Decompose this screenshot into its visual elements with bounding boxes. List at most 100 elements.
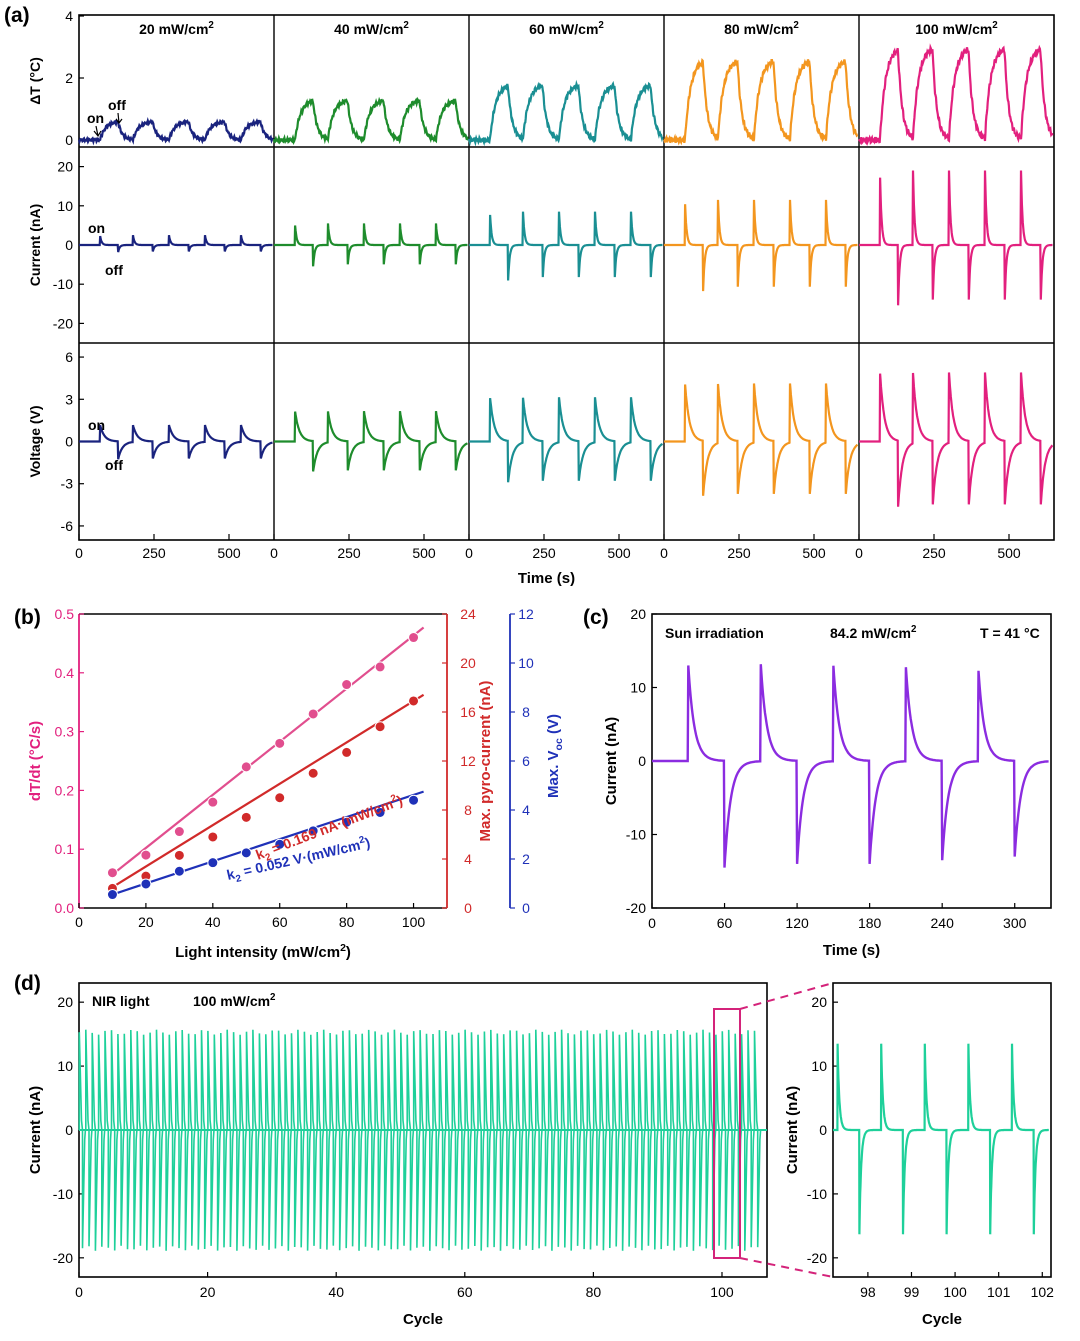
panel-c-ytick-label: -10 xyxy=(626,827,646,843)
panel-b-point-voc xyxy=(173,865,185,877)
panel-b-point-voc xyxy=(140,878,152,890)
panel-c-current-series xyxy=(652,664,1049,868)
panel-b-xtick-label: 40 xyxy=(205,914,221,930)
panel-d-inset-ytick-label: 10 xyxy=(811,1058,827,1074)
panel-c-ytick-label: 20 xyxy=(630,606,646,622)
panel-a-voltage-series-4 xyxy=(664,383,859,496)
panel-b-xtick-label: 100 xyxy=(402,914,426,930)
panel-b-point-voc xyxy=(341,816,353,828)
panel-a-ytick-label: -20 xyxy=(53,315,73,331)
panel-a-ytick-label: -6 xyxy=(61,518,74,534)
panel-a-intensity-label: 60 mW/cm2​ xyxy=(529,20,604,37)
panel-b-point-pyrocurrent xyxy=(240,811,252,823)
panel-b-fit-line-voc xyxy=(112,790,424,896)
panel-a-xtick-label: 0 xyxy=(855,545,863,561)
panel-a-ytick-label: 0 xyxy=(65,237,73,253)
panel-d-inset-xtick-label: 101 xyxy=(987,1284,1011,1300)
panel-c-xtick-label: 300 xyxy=(1003,915,1027,931)
panel-a-ylabel-3: Voltage (V) xyxy=(27,405,43,477)
panel-a-xtick-label: 0 xyxy=(270,545,278,561)
panel-b-ytick-right1-label: 0 xyxy=(464,900,472,916)
panel-c-xtick-label: 60 xyxy=(717,915,733,931)
panel-a-off-label: off xyxy=(108,97,126,113)
panel-d-inset-ylabel: Current (nA) xyxy=(784,1086,801,1174)
panel-b-point-voc xyxy=(274,838,286,850)
panel-a-intensity-label: 20 mW/cm2​ xyxy=(139,20,214,37)
panel-b-point-dtdt xyxy=(408,632,420,644)
panel-a-temp-series-1 xyxy=(77,116,274,146)
panel-a-on-label-3: on xyxy=(88,417,105,433)
panel-c-ylabel: Current (nA) xyxy=(603,717,620,805)
panel-d-inset-xtick-label: 99 xyxy=(904,1284,920,1300)
panel-d-ylabel: Current (nA) xyxy=(27,1086,44,1174)
panel-a-xtick-label: 250 xyxy=(922,545,946,561)
panel-a-xtick-label: 0 xyxy=(75,545,83,561)
panel-a-intensity-label: 100 mW/cm2​ xyxy=(915,20,998,37)
panel-b-ytick-left-label: 0.2 xyxy=(55,782,75,798)
panel-b-point-dtdt xyxy=(307,708,319,720)
panel-a-on-label-2: on xyxy=(88,220,105,236)
panel-c-xtick-label: 0 xyxy=(648,915,656,931)
panel-a-ytick-label: 20 xyxy=(57,159,73,175)
panel-b-ytick-right1-label: 20 xyxy=(460,655,476,671)
panel-b-xtick-label: 60 xyxy=(272,914,288,930)
panel-d-ytick-label: -10 xyxy=(53,1186,73,1202)
panel-a-ytick-label: 4 xyxy=(65,8,73,24)
panel-d-ytick-label: 0 xyxy=(65,1122,73,1138)
panel-a-ytick-label: 2 xyxy=(65,70,73,86)
panel-c-temp-label: T = 41 °C xyxy=(980,625,1040,641)
panel-a-ytick-label: 3 xyxy=(65,391,73,407)
panel-a-xtick-label: 250 xyxy=(532,545,556,561)
panel-c-xtick-label: 180 xyxy=(858,915,882,931)
panel-a-voltage-series-3 xyxy=(469,397,664,483)
panel-a-xtick-label: 500 xyxy=(997,545,1021,561)
panel-c-xtick-label: 120 xyxy=(785,915,809,931)
panel-a-ytick-label: -10 xyxy=(53,276,73,292)
panel-b-ytick-left-label: 0.1 xyxy=(55,841,75,857)
panel-b-point-dtdt xyxy=(341,679,353,691)
panel-d-xtick-label: 100 xyxy=(710,1284,734,1300)
panel-b-point-dtdt xyxy=(274,737,286,749)
panel-a-off-label-3: off xyxy=(105,457,123,473)
panel-d-xtick-label: 80 xyxy=(586,1284,602,1300)
panel-a-voltage-series-1 xyxy=(79,424,273,460)
panel-d-inset-ytick-label: 20 xyxy=(811,994,827,1010)
panel-a-xtick-label: 500 xyxy=(412,545,436,561)
panel-label-a: (a) xyxy=(4,4,30,27)
panel-a-voltage-series-5 xyxy=(859,372,1054,507)
panel-a-xtick-label: 500 xyxy=(607,545,631,561)
panel-c-xtick-label: 240 xyxy=(931,915,955,931)
panel-b-ytick-right2-label: 2 xyxy=(522,851,530,867)
panel-b-point-voc xyxy=(207,857,219,869)
panel-a: 0 2 4 ΔT (°C) -20 -10 0 10 20 Current (nA) -6 -3 0 3 6… xyxy=(27,8,1055,587)
panel-a-temp-series-5 xyxy=(858,43,1054,147)
panel-c-frame xyxy=(651,613,1052,909)
panel-d-inset-ytick-label: -20 xyxy=(807,1250,827,1266)
panel-a-temp-series-2 xyxy=(272,96,469,146)
panel-d-xtick-label: 40 xyxy=(328,1284,344,1300)
panel-b-point-pyrocurrent xyxy=(173,849,185,861)
panel-a-current-series-5 xyxy=(859,170,1053,306)
panel-b-point-voc xyxy=(240,847,252,859)
panel-a-frame xyxy=(78,14,1055,541)
panel-d-zoom-box xyxy=(713,1008,741,1259)
panel-a-current-series-1 xyxy=(79,235,273,253)
panel-a-current-series-3 xyxy=(469,211,663,281)
panel-a-current-series-4 xyxy=(664,199,858,292)
panel-c-ytick-label: 10 xyxy=(630,680,646,696)
panel-a-ytick-label: 0 xyxy=(65,132,73,148)
panel-a-xtick-label: 500 xyxy=(217,545,241,561)
panel-b-ytick-right1-label: 24 xyxy=(460,606,476,622)
panel-b-point-voc xyxy=(307,825,319,837)
panel-b-point-pyrocurrent xyxy=(341,746,353,758)
panel-b-xtick-label: 0 xyxy=(75,914,83,930)
panel-b-ytick-right2-label: 12 xyxy=(518,606,534,622)
panel-a-intensity-label: 80 mW/cm2​ xyxy=(724,20,799,37)
panel-b-point-pyrocurrent xyxy=(408,695,420,707)
panel-d-ytick-label: -20 xyxy=(53,1250,73,1266)
panel-b-point-dtdt xyxy=(374,661,386,673)
panel-b-ytick-right1-label: 12 xyxy=(460,753,476,769)
panel-a-temp-series-4 xyxy=(663,58,859,146)
panel-c-ytick-label: -20 xyxy=(626,900,646,916)
panel-d-inset-xlabel: Cycle xyxy=(922,1311,962,1328)
